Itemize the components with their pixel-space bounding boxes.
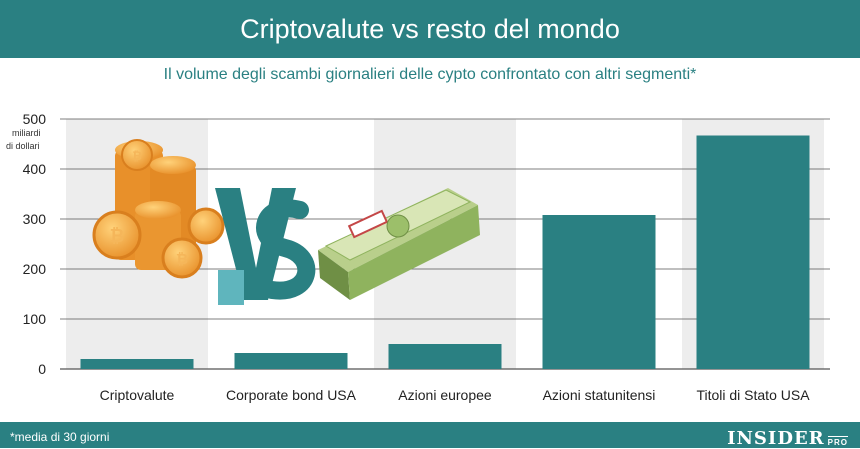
x-axis-labels: Criptovalute Corporate bond USA Azioni eur… (100, 387, 811, 403)
x-tick-label: Criptovalute (100, 387, 175, 403)
footer-bar (0, 422, 860, 448)
bar-titoli-di-stato-usa (696, 135, 810, 369)
svg-text:₿: ₿ (132, 149, 142, 163)
footnote: *media di 30 giorni (10, 430, 110, 444)
y-tick-label: 500 (23, 111, 47, 127)
x-tick-label: Corporate bond USA (226, 387, 357, 403)
coin-side (187, 207, 225, 245)
bar-azioni-europee (388, 344, 502, 369)
coin-front-left (92, 210, 142, 260)
svg-text:₿: ₿ (110, 226, 125, 247)
svg-text:₿: ₿ (176, 250, 188, 268)
x-tick-label: Azioni statunitensi (543, 387, 656, 403)
bar-criptovalute (80, 359, 194, 369)
unit-label-line1: miliardi (12, 128, 41, 138)
letter-s (256, 199, 316, 300)
bar-corporate-bond-usa (234, 353, 348, 369)
y-tick-label: 300 (23, 211, 47, 227)
y-tick-label: 400 (23, 161, 47, 177)
y-tick-label: 0 (38, 361, 46, 377)
header-bar: Criptovalute vs resto del mondo (0, 0, 860, 58)
y-tick-label: 100 (23, 311, 47, 327)
x-tick-label: Titoli di Stato USA (696, 387, 810, 403)
unit-label-line2: di dollari (6, 141, 40, 151)
bar-chart: 0 100 200 300 400 500 miliardi di dollari Cri… (6, 111, 830, 403)
bars (80, 135, 810, 369)
y-tick-label: 200 (23, 261, 47, 277)
bar-azioni-statunitensi (542, 215, 656, 369)
bundle-band (347, 209, 389, 239)
logo-suffix-text: PRO (827, 436, 848, 447)
coin-front-right (161, 237, 203, 279)
logo-main-text: INSIDER (727, 428, 825, 449)
coin-top (121, 139, 153, 171)
y-axis: 0 100 200 300 400 500 (23, 111, 47, 377)
insider-pro-logo: INSIDER PRO (727, 428, 848, 449)
chart-subtitle: Il volume degli scambi giornalieri delle… (163, 66, 697, 83)
dollar-bundle-illustration (318, 188, 480, 300)
vs-letters-illustration (215, 188, 316, 305)
coin-stacks-illustration: ₿ ₿ ₿ (92, 139, 225, 279)
x-tick-label: Azioni europee (398, 387, 492, 403)
chart-title: Criptovalute vs resto del mondo (240, 13, 620, 44)
